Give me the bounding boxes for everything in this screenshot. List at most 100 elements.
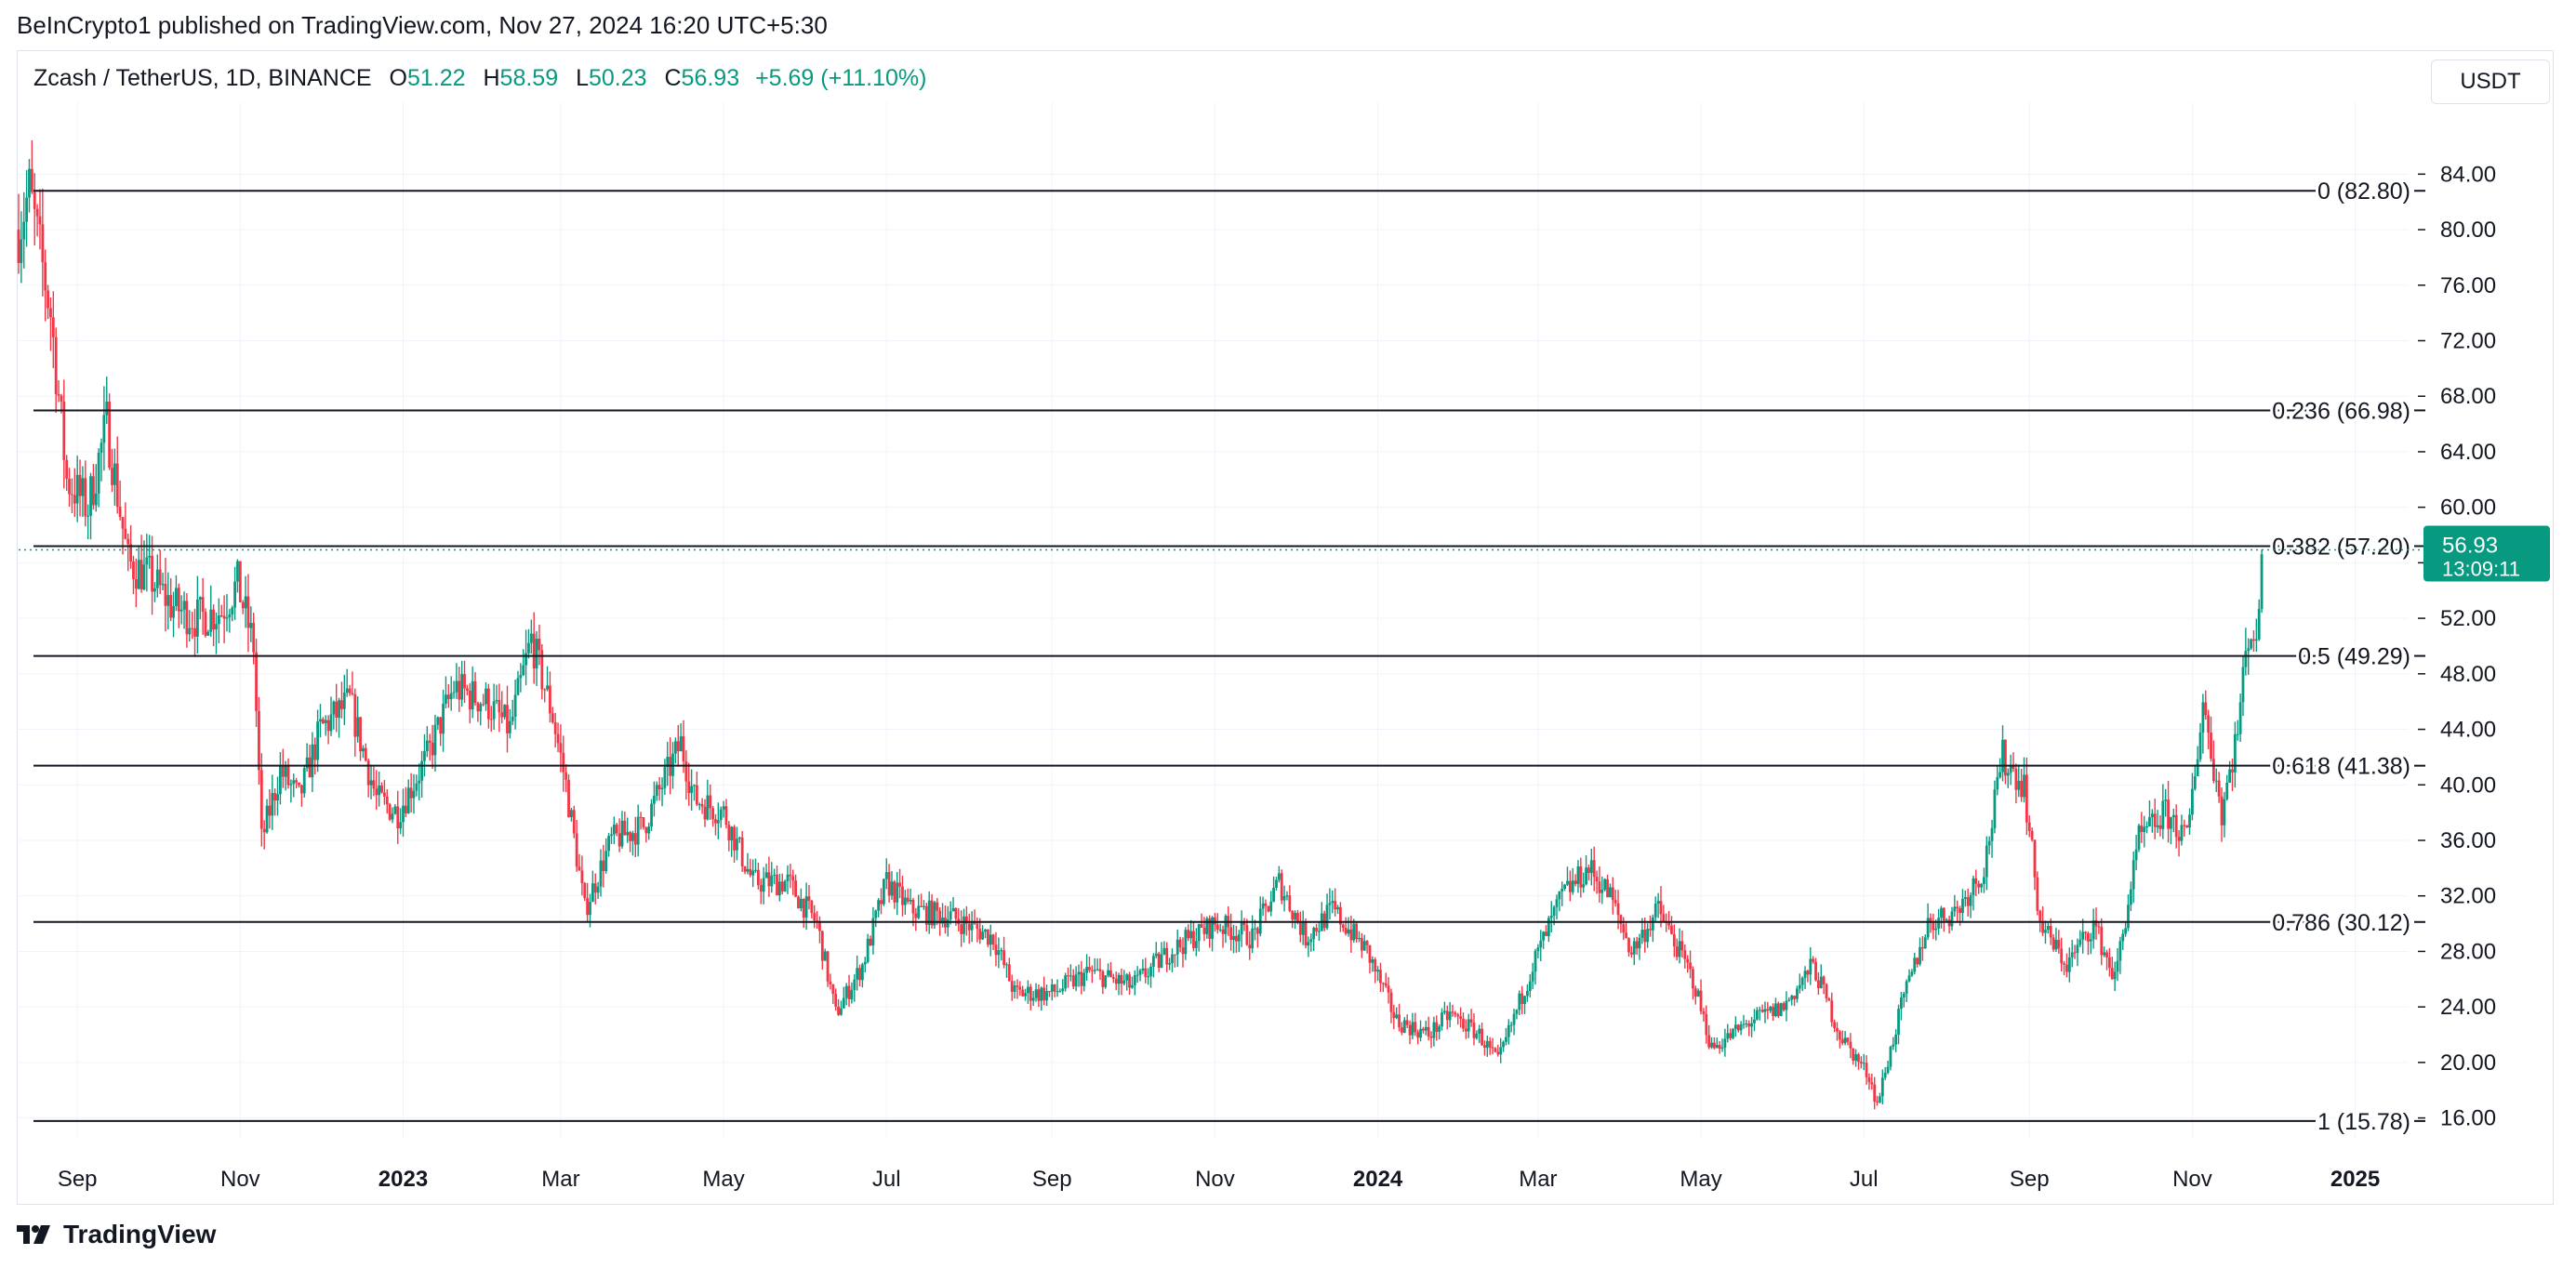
candle-body — [1187, 930, 1190, 939]
candle-body — [1683, 950, 1687, 959]
candle-body — [1798, 984, 1801, 989]
candle-body — [1776, 1003, 1780, 1017]
candle-body — [936, 902, 939, 911]
candle-body — [2020, 780, 2024, 798]
candle-body — [1560, 888, 1564, 892]
candle-body — [1579, 865, 1583, 888]
candle-body — [826, 951, 830, 982]
currency-button[interactable]: USDT — [2431, 59, 2550, 104]
candle-body — [2134, 849, 2138, 861]
candle-body — [366, 760, 370, 786]
candle-body — [446, 694, 450, 700]
candle-body — [924, 905, 928, 925]
candle-body — [428, 740, 432, 743]
price-badge-countdown: 13:09:11 — [2442, 557, 2520, 580]
candle-body — [409, 787, 413, 799]
candle-body — [342, 693, 346, 709]
candle-body — [2025, 774, 2028, 823]
candle-body — [2231, 769, 2234, 773]
candle-body — [1963, 897, 1967, 899]
candle-body — [155, 569, 159, 588]
candle-body — [599, 860, 603, 887]
candle-body — [1678, 941, 1681, 958]
candle-body — [884, 872, 888, 879]
candle-body — [1779, 1003, 1783, 1017]
candle-body — [1916, 958, 1919, 965]
candle-body — [1534, 950, 1537, 972]
candle-body — [442, 704, 445, 734]
candle-body — [1358, 938, 1361, 940]
candle-body — [1131, 984, 1134, 988]
candle-body — [1920, 946, 1924, 949]
candle-body — [1819, 976, 1823, 988]
symbol-label[interactable]: Zcash / TetherUS, 1D, BINANCE — [33, 65, 372, 91]
candle-body — [476, 703, 480, 712]
candle-body — [1959, 907, 1961, 914]
candle-body — [33, 192, 36, 209]
candle-body — [2131, 860, 2135, 890]
candle-body — [1050, 984, 1054, 992]
candle-body — [917, 905, 921, 918]
candle-body — [1573, 880, 1577, 884]
candle-body — [612, 825, 616, 835]
candle-body — [1120, 974, 1123, 984]
candle-body — [1301, 921, 1305, 935]
candle-body — [92, 476, 95, 506]
candle-body — [1371, 959, 1374, 963]
candle-body — [607, 836, 611, 852]
fib-level-label: 0.382 (57.20) — [2272, 534, 2410, 560]
candle-body — [313, 744, 317, 760]
candle-body — [1733, 1024, 1737, 1029]
candle-body — [1040, 987, 1043, 1001]
candle-body — [529, 633, 533, 643]
candle-body — [1849, 1041, 1852, 1049]
candle-body — [1261, 903, 1265, 909]
candle-body — [869, 938, 872, 946]
candle-body — [1398, 1014, 1401, 1028]
candle-body — [353, 693, 357, 737]
candle-body — [764, 872, 768, 878]
candle-body — [1905, 981, 1908, 994]
tradingview-brand[interactable]: TradingView — [17, 1220, 216, 1249]
candle-body — [249, 623, 253, 628]
y-tick-label: 40.00 — [2440, 773, 2496, 798]
candle-body — [1774, 1003, 1777, 1016]
candle-body — [1496, 1051, 1500, 1055]
candle-body — [1932, 922, 1935, 931]
candle-body — [690, 786, 694, 794]
candle-body — [650, 803, 653, 827]
candle-body — [108, 401, 112, 469]
candle-body — [30, 168, 33, 192]
candle-body — [1042, 987, 1046, 1001]
candle-body — [2185, 825, 2189, 828]
candle-body — [38, 216, 42, 225]
candle-body — [1192, 931, 1195, 948]
candle-body — [44, 261, 47, 291]
candle-body — [482, 704, 485, 706]
candle-body — [121, 517, 125, 529]
candle-body — [626, 832, 630, 836]
candle-body — [2201, 702, 2205, 733]
candle-body — [217, 615, 220, 625]
candle-body — [2063, 963, 2065, 965]
candle-body — [1507, 1024, 1510, 1037]
candle-body — [797, 896, 800, 909]
candle-body — [949, 911, 952, 920]
candle-body — [580, 870, 584, 884]
y-tick-label: 32.00 — [2440, 884, 2496, 909]
candle-body — [1448, 1011, 1452, 1021]
candle-body — [2220, 796, 2224, 826]
candle-body — [372, 780, 376, 789]
candle-body — [682, 736, 685, 762]
candle-body — [2044, 930, 2047, 933]
candle-body — [1088, 967, 1091, 971]
candle-body — [791, 876, 795, 881]
candle-body — [740, 837, 744, 867]
candle-body — [679, 736, 683, 752]
candle-body — [697, 803, 701, 805]
candle-body — [1947, 919, 1951, 927]
candle-body — [923, 905, 925, 907]
candle-body — [1950, 911, 1954, 927]
candle-body — [485, 688, 487, 705]
